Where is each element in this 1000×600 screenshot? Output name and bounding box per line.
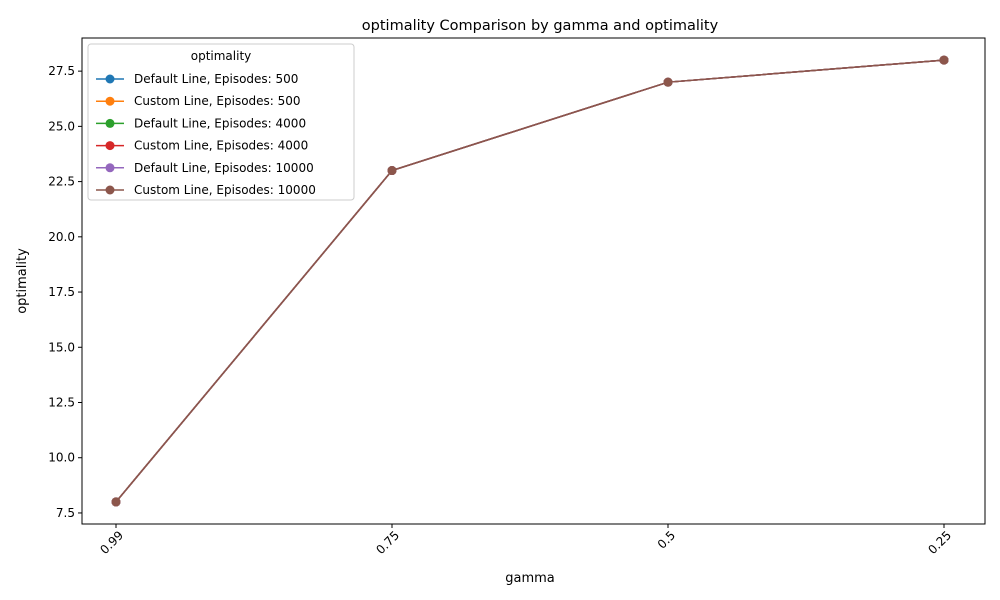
data-point xyxy=(387,166,397,176)
x-axis-label: gamma xyxy=(505,571,555,586)
y-tick-label: 7.5 xyxy=(56,506,75,520)
data-point xyxy=(939,55,949,65)
y-tick-label: 15.0 xyxy=(48,340,75,354)
x-axis-ticks: 0.99 0.75 0.5 0.25 xyxy=(97,524,954,557)
y-axis-label: optimality xyxy=(15,248,30,314)
legend-swatch-marker xyxy=(105,74,115,84)
y-axis-ticks: 7.5 10.0 12.5 15.0 17.5 20.0 22.5 25.0 27.5 xyxy=(48,64,82,520)
legend-label: Default Line, Episodes: 4000 xyxy=(134,116,306,130)
y-tick-label: 10.0 xyxy=(48,451,75,465)
legend-entry: Default Line, Episodes: 500 xyxy=(96,72,298,86)
legend-swatch-marker xyxy=(105,163,115,173)
chart-title: optimality Comparison by gamma and optim… xyxy=(362,18,719,34)
legend-swatch-marker xyxy=(105,185,115,195)
y-tick-label: 17.5 xyxy=(48,285,75,299)
legend-label: Default Line, Episodes: 10000 xyxy=(134,161,314,175)
legend-label: Custom Line, Episodes: 4000 xyxy=(134,139,308,153)
x-tick-label: 0.5 xyxy=(655,528,678,551)
series-lines xyxy=(111,55,949,507)
y-tick-label: 25.0 xyxy=(48,119,75,133)
legend-swatch-marker xyxy=(105,141,115,151)
legend-label: Default Line, Episodes: 500 xyxy=(134,72,298,86)
series-line xyxy=(115,59,945,503)
data-point xyxy=(111,497,121,507)
x-tick-label: 0.75 xyxy=(373,528,402,557)
x-tick-label: 0.25 xyxy=(925,528,954,557)
y-tick-label: 12.5 xyxy=(48,396,75,410)
legend-label: Custom Line, Episodes: 10000 xyxy=(134,183,316,197)
legend-box xyxy=(87,43,355,201)
legend-title: optimality xyxy=(191,49,252,63)
legend-entry: Default Line, Episodes: 10000 xyxy=(96,161,314,175)
series-6 xyxy=(111,55,949,507)
legend-swatch-marker xyxy=(105,118,115,128)
legend-entry: Custom Line, Episodes: 500 xyxy=(96,94,301,108)
legend-entry: Custom Line, Episodes: 10000 xyxy=(96,183,316,197)
y-tick-label: 20.0 xyxy=(48,230,75,244)
legend-entry: Default Line, Episodes: 4000 xyxy=(96,116,306,130)
legend-label: Custom Line, Episodes: 500 xyxy=(134,94,301,108)
legend: optimality Default Line, Episodes: 500 Cus… xyxy=(87,43,355,201)
legend-entry: Custom Line, Episodes: 4000 xyxy=(96,139,308,153)
y-tick-label: 22.5 xyxy=(48,175,75,189)
x-tick-label: 0.99 xyxy=(97,528,126,557)
data-point xyxy=(663,77,673,87)
axes-frame xyxy=(81,37,986,525)
y-tick-label: 27.5 xyxy=(48,64,75,78)
legend-swatch-marker xyxy=(105,96,115,106)
